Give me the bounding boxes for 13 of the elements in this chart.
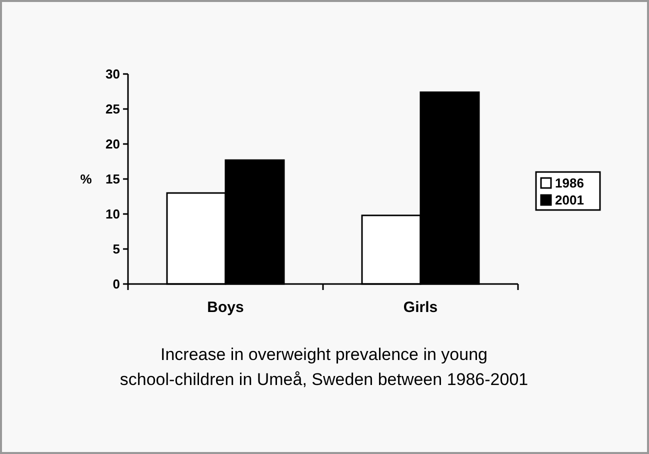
x-tick-label: Boys — [207, 299, 244, 316]
y-tick-label: 10 — [106, 206, 120, 222]
y-tick-label: 25 — [106, 102, 120, 117]
text: Increase in overweight prevalence in young school-children in Umeå, Sweden between 1986-2001 — [120, 345, 528, 389]
x-tick-label: Girls — [403, 299, 438, 316]
y-axis-title: % — [80, 172, 92, 187]
legend-label: 2001 — [555, 192, 584, 208]
y-tick-label: 20 — [106, 136, 120, 152]
y-tick-label: 30 — [106, 66, 120, 82]
y-tick-label: 15 — [106, 172, 120, 187]
y-tick-label: 5 — [112, 242, 120, 257]
legend-label: 1986 — [555, 176, 584, 191]
y-tick-label: 0 — [112, 276, 120, 292]
